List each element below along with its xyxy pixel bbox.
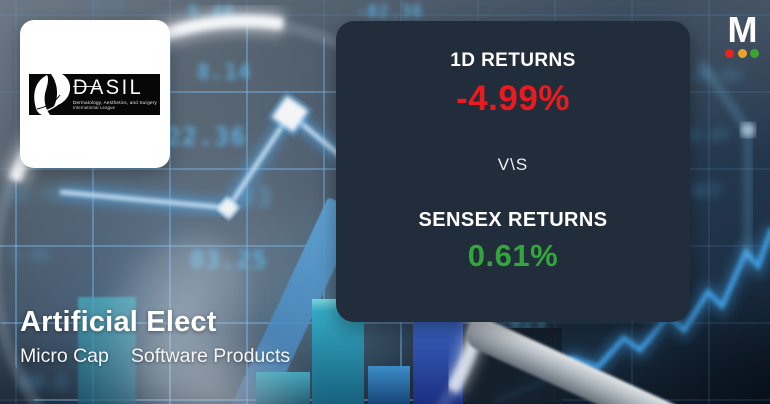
m-letter: M — [727, 9, 758, 50]
trend-line-chart — [59, 93, 352, 220]
bar-chart-bar — [368, 366, 410, 404]
leaf-icon — [34, 72, 71, 117]
index-returns-label: SENSEX RETURNS — [418, 209, 608, 231]
dasil-tagline-1: Dermatology, Aesthetics, and Surgery — [73, 99, 157, 105]
dasil-crossbar — [73, 86, 101, 87]
background-streaks — [698, 60, 755, 262]
index-returns-value: 0.61% — [467, 238, 559, 273]
ticker-number: 22.36 — [166, 122, 247, 151]
green-dot-icon — [750, 48, 759, 58]
brand-logo-card: DASIL Dermatology, Aesthetics, and Surge… — [20, 20, 170, 168]
ticker-number: -02.36 — [356, 2, 424, 22]
ticker-number: 1.2 — [92, 0, 124, 13]
stock-returns-label: 1D RETURNS — [450, 50, 576, 71]
vs-separator: V\S — [497, 155, 529, 174]
ticker-number: 03.25 — [190, 246, 267, 274]
ticker-number: 8.98 — [10, 246, 51, 264]
ticker-number: 8.14 — [197, 60, 252, 84]
stock-returns-value: -4.99% — [456, 79, 570, 118]
ticker-number: 19.75 — [6, 186, 63, 206]
dasil-logo: DASIL Dermatology, Aesthetics, and Surge… — [29, 72, 160, 117]
red-dot-icon — [725, 48, 734, 58]
bar-chart-bar — [78, 297, 136, 404]
returns-comparison-panel: 1D RETURNS -4.99% V\S SENSEX RETURNS 0.6… — [336, 21, 690, 322]
sector-label: Software Products — [130, 345, 291, 367]
ticker-number: 0.47 — [690, 126, 731, 144]
dasil-wordmark: DASIL — [73, 75, 144, 100]
company-title: Artificial Elect — [20, 306, 217, 338]
media-watermark-logo: M — [722, 9, 762, 58]
market-cap-label: Micro Cap — [20, 345, 109, 367]
ticker-number: 027 — [692, 182, 723, 200]
dasil-tagline-2: International League — [73, 105, 116, 111]
orange-dot-icon — [737, 48, 747, 58]
